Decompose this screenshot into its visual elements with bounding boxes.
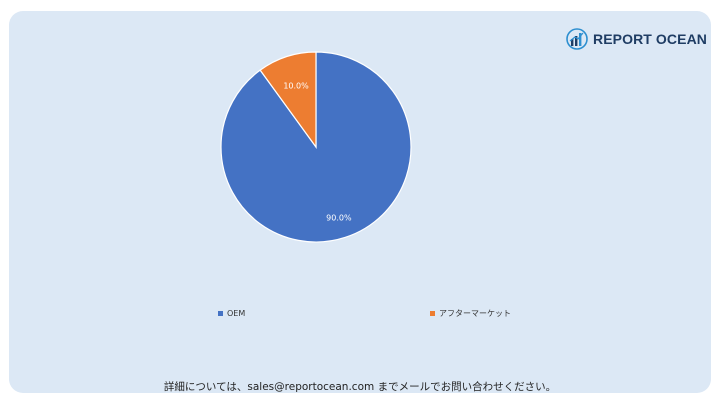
legend-swatch-aftermarket <box>430 310 435 316</box>
legend-item-aftermarket: アフターマーケット <box>430 306 511 320</box>
data-label-oem: 90.0% <box>326 213 352 222</box>
data-label-aftermarket: 10.0% <box>283 82 309 91</box>
legend-swatch-oem <box>218 310 223 316</box>
report-ocean-logo: REPORT OCEAN <box>566 27 707 51</box>
footer-contact-text: 詳細については、sales@reportocean.com までメールでお問い合… <box>163 381 557 393</box>
globe-chart-icon <box>566 28 588 50</box>
pie-slice-aftermarket <box>259 51 317 149</box>
legend-item-oem: OEM <box>218 306 245 320</box>
brand-name: REPORT OCEAN <box>593 31 707 47</box>
legend-label-aftermarket: アフターマーケット <box>439 308 511 318</box>
legend-label-oem: OEM <box>227 308 246 318</box>
